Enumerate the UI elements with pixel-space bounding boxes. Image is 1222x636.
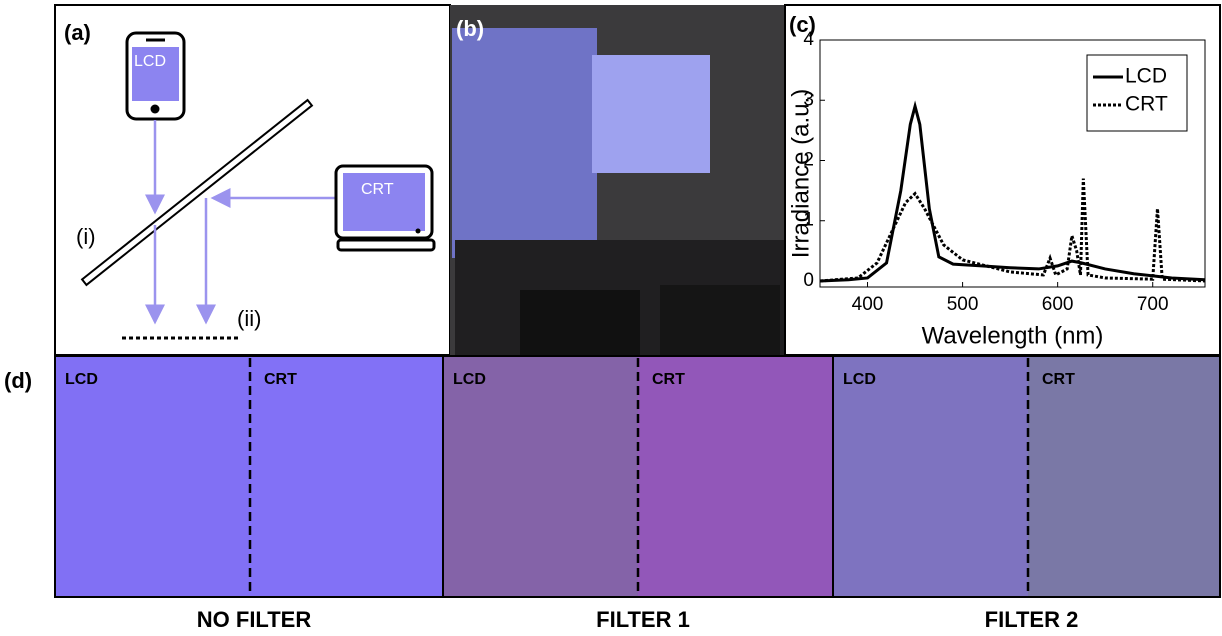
x-tick-label: 400 xyxy=(852,294,884,315)
swatch-label: LCD xyxy=(65,371,98,388)
photo-stand xyxy=(660,285,780,355)
y-tick-label: 2 xyxy=(803,150,814,171)
swatch xyxy=(833,356,1028,597)
y-tick-label: 1 xyxy=(803,210,814,231)
swatch-label: LCD xyxy=(843,371,876,388)
swatch-label: CRT xyxy=(652,371,685,388)
plot-area xyxy=(819,39,1206,288)
phone-label: LCD xyxy=(134,53,166,70)
series-line xyxy=(819,100,1206,283)
y-tick-label: 0 xyxy=(803,270,814,291)
x-tick-label: 500 xyxy=(947,294,979,315)
monitor-base xyxy=(336,238,436,252)
panel-a: (a) LCD CRT (i) (ii) xyxy=(54,4,451,356)
swatch xyxy=(638,356,833,597)
caption: FILTER 2 xyxy=(985,607,1079,632)
panel-label: (c) xyxy=(789,12,816,37)
panel-label: (b) xyxy=(456,16,484,41)
panel-b: (b) xyxy=(450,5,785,355)
caption: FILTER 1 xyxy=(596,607,690,632)
swatch xyxy=(250,356,443,597)
monitor-label: CRT xyxy=(361,181,394,198)
swatch xyxy=(55,356,250,597)
photo-screen xyxy=(592,55,710,173)
y-axis-label: Irradiance (a.u.) xyxy=(787,89,814,258)
x-tick-label: 600 xyxy=(1042,294,1074,315)
panel-label: (a) xyxy=(64,20,91,45)
legend-box xyxy=(1086,54,1188,132)
photo-screen xyxy=(452,28,597,258)
swatch xyxy=(1028,356,1220,597)
caption: NO FILTER xyxy=(197,607,312,632)
panel-d: (d) LCD CRT NO FILTER LCD CRT FILTER 1 LCD CRT F… xyxy=(4,355,1221,632)
swatch-label: CRT xyxy=(1042,371,1075,388)
beam-splitter-fill xyxy=(83,101,311,284)
x-axis-label: Wavelength (nm) xyxy=(922,322,1104,349)
y-tick-label: 3 xyxy=(803,89,814,110)
panel-label: (d) xyxy=(4,368,32,393)
phone-screen xyxy=(132,47,179,101)
phone-button xyxy=(150,104,160,114)
photo-stand xyxy=(520,290,640,355)
swatch-frame xyxy=(832,355,1221,598)
swatch-label: CRT xyxy=(264,371,297,388)
panel-c: (c) 400 500 600 700 0 1 2 3 4 Wavelength (nm) Irra… xyxy=(784,4,1221,356)
swatch xyxy=(443,356,638,597)
swatch-label: LCD xyxy=(453,371,486,388)
monitor-led xyxy=(415,228,421,234)
y-tick-label: 4 xyxy=(803,29,814,50)
legend-label: LCD xyxy=(1125,65,1167,88)
monitor-screen xyxy=(343,173,425,231)
legend-label: CRT xyxy=(1125,93,1168,116)
screen-label: (ii) xyxy=(237,306,261,331)
splitter-label: (i) xyxy=(76,224,96,249)
x-tick-label: 700 xyxy=(1137,294,1169,315)
